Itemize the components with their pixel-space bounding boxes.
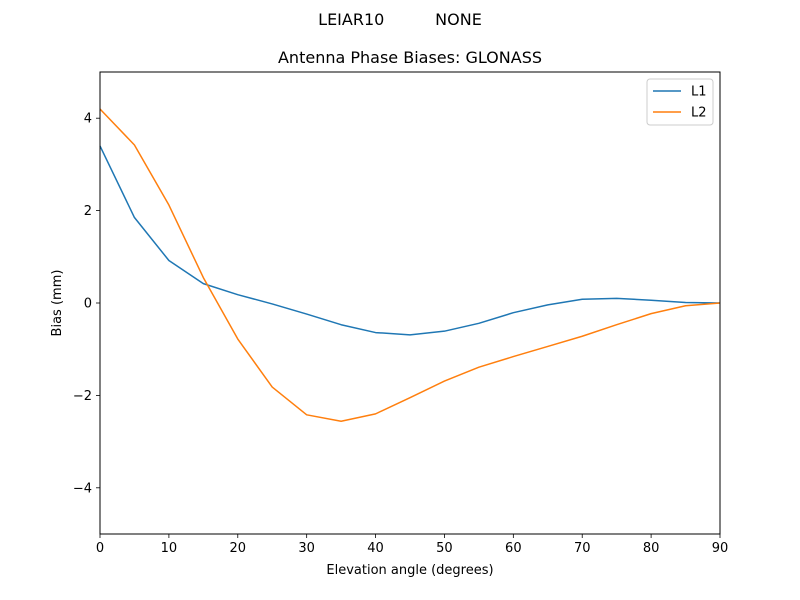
chart-title: Antenna Phase Biases: GLONASS [278, 48, 542, 67]
x-tick-label: 30 [298, 541, 315, 556]
y-axis-label: Bias (mm) [50, 270, 65, 337]
x-tick-label: 80 [643, 541, 660, 556]
y-tick-label: 4 [84, 112, 92, 127]
legend-label-l1: L1 [691, 85, 707, 100]
x-tick-label: 0 [96, 541, 104, 556]
x-tick-label: 10 [161, 541, 178, 556]
x-tick-label: 50 [436, 541, 453, 556]
x-tick-label: 60 [505, 541, 522, 556]
y-tick-label: 2 [84, 204, 92, 219]
x-tick-label: 70 [574, 541, 591, 556]
x-tick-label: 20 [230, 541, 247, 556]
y-tick-label: 0 [84, 297, 92, 312]
plot-frame [99, 71, 721, 535]
series-line-l1 [99, 145, 721, 336]
x-axis-label: Elevation angle (degrees) [326, 563, 493, 578]
y-tick-label: −4 [73, 481, 92, 496]
series-layer [99, 108, 721, 423]
y-tick-label: −2 [73, 389, 92, 404]
x-tick-label: 90 [712, 541, 729, 556]
series-line-l2 [99, 108, 721, 423]
legend-label-l2: L2 [691, 106, 707, 121]
ticks-layer: 0 10 20 30 40 50 60 70 80 90 −4 −2 0 2 4 [73, 112, 728, 556]
figure-suptitle: LEIAR10 NONE [318, 10, 482, 29]
x-tick-label: 40 [367, 541, 384, 556]
